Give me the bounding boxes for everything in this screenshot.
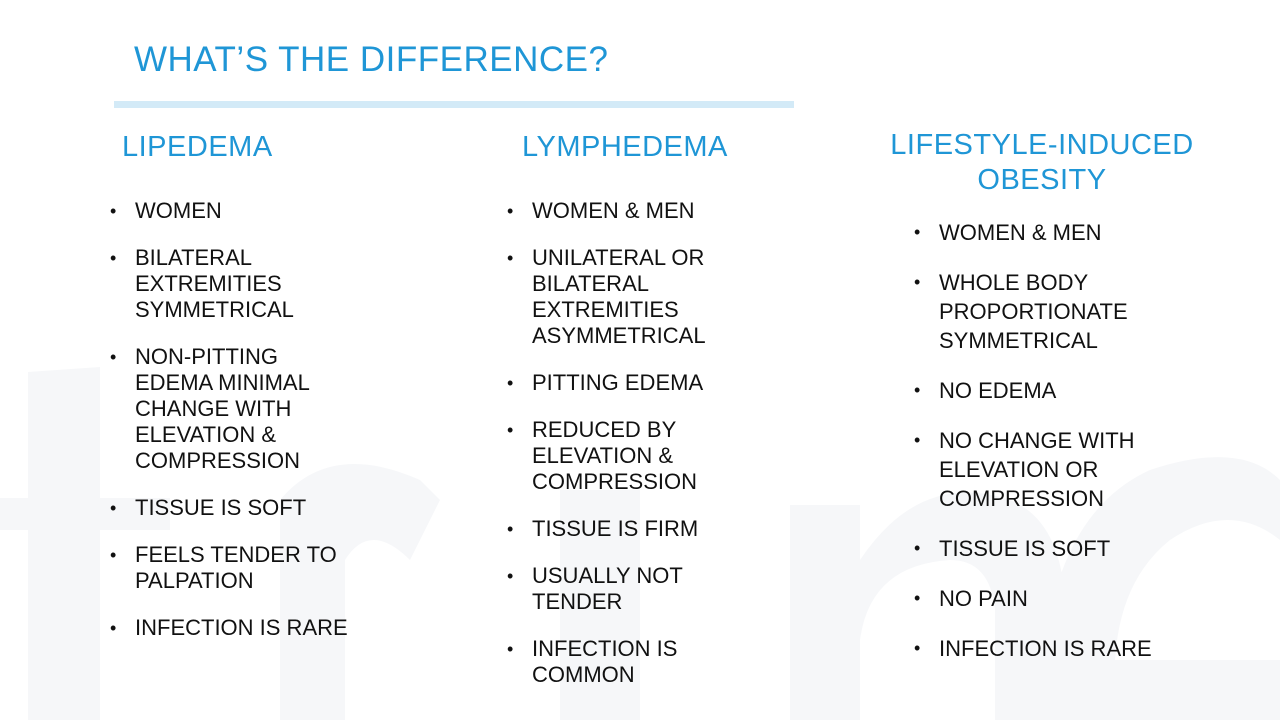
bullet-item: INFECTION IS COMMON <box>507 636 817 688</box>
bullet-item: PITTING EDEMA <box>507 370 817 396</box>
column-lipedema: LIPEDEMA WOMEN BILATERAL EXTREMITIES SYM… <box>110 130 420 662</box>
column-heading-lymphedema: LYMPHEDEMA <box>522 131 728 163</box>
bullet-item: NO CHANGE WITH ELEVATION OR COMPRESSION <box>914 426 1218 513</box>
heading-line-2: OBESITY <box>977 164 1107 196</box>
bullet-item: TISSUE IS FIRM <box>507 516 817 542</box>
column-lifestyle-induced-obesity: LIFESTYLE-INDUCED OBESITY WOMEN & MEN WH… <box>866 128 1218 684</box>
lymphedema-bullet-list: WOMEN & MEN UNILATERAL OR BILATERAL EXTR… <box>507 198 817 688</box>
bullet-item: REDUCED BY ELEVATION & COMPRESSION <box>507 417 817 495</box>
column-lymphedema: LYMPHEDEMA WOMEN & MEN UNILATERAL OR BIL… <box>507 130 817 709</box>
bullet-item: NO PAIN <box>914 584 1218 613</box>
bullet-item: TISSUE IS SOFT <box>110 495 420 521</box>
column-heading-lipedema: LIPEDEMA <box>122 131 273 163</box>
bullet-item: WOMEN <box>110 198 420 224</box>
column-heading-obesity: LIFESTYLE-INDUCED OBESITY <box>866 128 1218 198</box>
bullet-item: BILATERAL EXTREMITIES SYMMETRICAL <box>110 245 420 323</box>
bullet-item: NON-PITTING EDEMA MINIMAL CHANGE WITH EL… <box>110 344 420 474</box>
bullet-item: INFECTION IS RARE <box>110 615 420 641</box>
slide-title: WHAT’S THE DIFFERENCE? <box>134 40 609 79</box>
bullet-item: INFECTION IS RARE <box>914 634 1218 663</box>
bullet-item: UNILATERAL OR BILATERAL EXTREMITIES ASYM… <box>507 245 817 349</box>
heading-line-1: LIFESTYLE-INDUCED <box>890 129 1194 161</box>
bullet-item: WHOLE BODY PROPORTIONATE SYMMETRICAL <box>914 268 1218 355</box>
title-underline <box>114 101 794 108</box>
lipedema-bullet-list: WOMEN BILATERAL EXTREMITIES SYMMETRICAL … <box>110 198 420 641</box>
bullet-item: WOMEN & MEN <box>914 218 1218 247</box>
bullet-item: WOMEN & MEN <box>507 198 817 224</box>
bullet-item: FEELS TENDER TO PALPATION <box>110 542 420 594</box>
bullet-item: USUALLY NOT TENDER <box>507 563 817 615</box>
bullet-item: NO EDEMA <box>914 376 1218 405</box>
bullet-item: TISSUE IS SOFT <box>914 534 1218 563</box>
obesity-bullet-list: WOMEN & MEN WHOLE BODY PROPORTIONATE SYM… <box>914 218 1218 663</box>
